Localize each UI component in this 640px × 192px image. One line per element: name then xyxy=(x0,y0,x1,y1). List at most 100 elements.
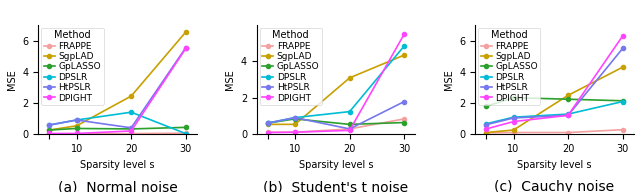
Y-axis label: MSE: MSE xyxy=(444,69,454,90)
Text: (b)  Student's t noise: (b) Student's t noise xyxy=(264,180,408,192)
SgpLAD xyxy=(127,95,135,97)
SgpLAD xyxy=(73,125,81,127)
Line: HtPSLR: HtPSLR xyxy=(484,46,625,127)
SgpLAD xyxy=(483,131,490,134)
GpLASSO xyxy=(619,100,627,102)
Line: DPSLR: DPSLR xyxy=(484,99,625,126)
GpLASSO xyxy=(127,128,135,130)
SgpLAD xyxy=(619,66,627,68)
GpLASSO xyxy=(346,123,353,126)
HtPSLR xyxy=(45,124,53,126)
Y-axis label: MSE: MSE xyxy=(7,69,17,90)
SgpLAD xyxy=(264,123,271,126)
Line: GpLASSO: GpLASSO xyxy=(484,96,625,108)
Line: FRAPPE: FRAPPE xyxy=(484,128,625,135)
Line: DPIGHT: DPIGHT xyxy=(266,32,406,135)
Line: HtPSLR: HtPSLR xyxy=(47,46,188,130)
HtPSLR xyxy=(346,128,353,130)
DPSLR xyxy=(45,124,53,126)
FRAPPE xyxy=(564,131,572,134)
SgpLAD xyxy=(291,123,299,126)
HtPSLR xyxy=(291,117,299,119)
GpLASSO xyxy=(264,122,271,124)
HtPSLR xyxy=(483,124,490,126)
HtPSLR xyxy=(564,114,572,117)
DPSLR xyxy=(509,116,517,118)
SgpLAD xyxy=(564,94,572,96)
SgpLAD xyxy=(401,54,408,56)
HtPSLR xyxy=(73,119,81,121)
GpLASSO xyxy=(483,105,490,107)
FRAPPE xyxy=(401,118,408,120)
DPSLR xyxy=(401,45,408,47)
GpLASSO xyxy=(291,118,299,120)
DPIGHT xyxy=(346,129,353,132)
GpLASSO xyxy=(182,126,189,128)
FRAPPE xyxy=(264,131,271,133)
DPIGHT xyxy=(564,114,572,117)
FRAPPE xyxy=(127,132,135,135)
GpLASSO xyxy=(564,98,572,100)
HtPSLR xyxy=(182,46,189,49)
SgpLAD xyxy=(509,129,517,131)
FRAPPE xyxy=(291,131,299,133)
DPSLR xyxy=(564,113,572,115)
X-axis label: Sparsity level s: Sparsity level s xyxy=(517,160,592,170)
Line: FRAPPE: FRAPPE xyxy=(266,117,406,134)
FRAPPE xyxy=(483,132,490,134)
Y-axis label: MSE: MSE xyxy=(225,69,236,90)
DPIGHT xyxy=(483,128,490,130)
DPIGHT xyxy=(619,35,627,37)
DPIGHT xyxy=(127,130,135,132)
Line: GpLASSO: GpLASSO xyxy=(47,125,188,132)
DPIGHT xyxy=(45,132,53,135)
Line: SgpLAD: SgpLAD xyxy=(266,53,406,127)
Line: FRAPPE: FRAPPE xyxy=(47,131,188,136)
Line: DPIGHT: DPIGHT xyxy=(484,34,625,131)
DPSLR xyxy=(346,110,353,113)
GpLASSO xyxy=(401,121,408,124)
FRAPPE xyxy=(509,131,517,134)
SgpLAD xyxy=(45,129,53,131)
Line: GpLASSO: GpLASSO xyxy=(266,117,406,127)
HtPSLR xyxy=(401,100,408,103)
Legend: FRAPPE, SgpLAD, GpLASSO, DPSLR, HtPSLR, DPIGHT: FRAPPE, SgpLAD, GpLASSO, DPSLR, HtPSLR, … xyxy=(260,28,322,105)
DPSLR xyxy=(291,117,299,119)
HtPSLR xyxy=(619,47,627,50)
Line: SgpLAD: SgpLAD xyxy=(484,65,625,135)
DPIGHT xyxy=(264,132,271,134)
Line: SgpLAD: SgpLAD xyxy=(47,30,188,132)
GpLASSO xyxy=(45,129,53,131)
GpLASSO xyxy=(509,97,517,99)
DPIGHT xyxy=(182,47,189,50)
Line: HtPSLR: HtPSLR xyxy=(266,99,406,131)
DPSLR xyxy=(127,111,135,113)
Legend: FRAPPE, SgpLAD, GpLASSO, DPSLR, HtPSLR, DPIGHT: FRAPPE, SgpLAD, GpLASSO, DPSLR, HtPSLR, … xyxy=(41,28,104,105)
DPIGHT xyxy=(291,131,299,133)
DPSLR xyxy=(73,119,81,121)
DPIGHT xyxy=(73,132,81,135)
Line: DPSLR: DPSLR xyxy=(47,110,188,136)
DPSLR xyxy=(264,122,271,124)
HtPSLR xyxy=(264,122,271,124)
SgpLAD xyxy=(182,31,189,33)
DPIGHT xyxy=(401,33,408,35)
DPIGHT xyxy=(509,120,517,123)
Text: (c)  Cauchy noise: (c) Cauchy noise xyxy=(494,180,614,192)
Line: DPIGHT: DPIGHT xyxy=(47,46,188,136)
DPSLR xyxy=(483,123,490,125)
DPSLR xyxy=(182,132,189,135)
X-axis label: Sparsity level s: Sparsity level s xyxy=(80,160,155,170)
Line: DPSLR: DPSLR xyxy=(266,44,406,125)
FRAPPE xyxy=(619,129,627,131)
HtPSLR xyxy=(127,127,135,129)
FRAPPE xyxy=(73,133,81,135)
DPSLR xyxy=(619,100,627,103)
Legend: FRAPPE, SgpLAD, GpLASSO, DPSLR, HtPSLR, DPIGHT: FRAPPE, SgpLAD, GpLASSO, DPSLR, HtPSLR, … xyxy=(478,28,541,105)
HtPSLR xyxy=(509,117,517,119)
FRAPPE xyxy=(45,133,53,135)
GpLASSO xyxy=(73,127,81,130)
FRAPPE xyxy=(182,132,189,134)
Text: (a)  Normal noise: (a) Normal noise xyxy=(58,180,177,192)
X-axis label: Sparsity level s: Sparsity level s xyxy=(299,160,373,170)
